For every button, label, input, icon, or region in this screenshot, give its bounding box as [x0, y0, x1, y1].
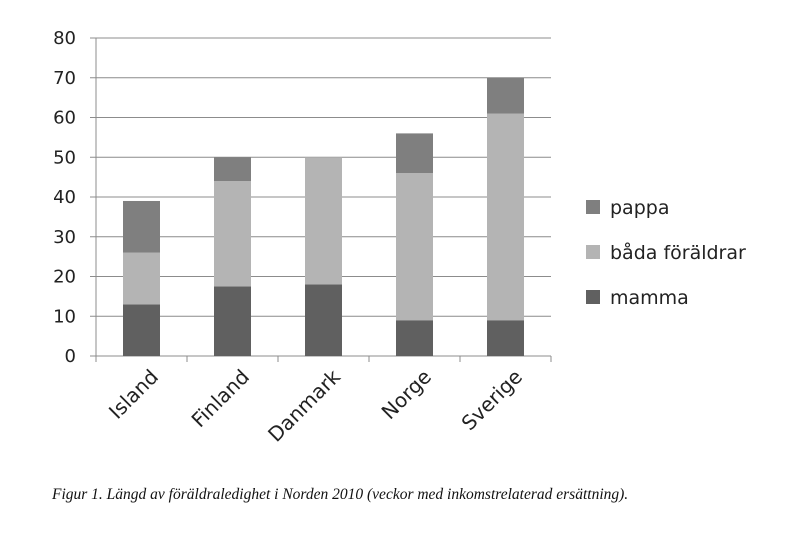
y-tick-label: 30 — [53, 227, 76, 248]
x-category-label: Finland — [187, 365, 255, 433]
bar-norge-båda-föräldrar — [396, 173, 433, 321]
y-axis-ticks: 0 10 20 30 40 50 60 70 80 — [53, 28, 76, 367]
x-axis-labels: Island Finland Danmark Norge Sverige — [104, 364, 527, 446]
bar-sverige-pappa — [487, 77, 524, 114]
x-category-label: Island — [104, 365, 163, 424]
bar-finland-båda-föräldrar — [214, 181, 251, 287]
legend-label: mamma — [610, 287, 689, 309]
stacked-bar-chart: 0 10 20 30 40 50 60 70 80 Island Finland Danmark No… — [53, 28, 746, 447]
bar-island-båda-föräldrar — [123, 252, 160, 305]
legend-swatch — [586, 200, 600, 214]
bars — [123, 77, 524, 356]
y-tick-label: 20 — [53, 267, 76, 288]
bar-finland-mamma — [214, 286, 251, 356]
bar-danmark-båda-föräldrar — [305, 157, 342, 285]
legend-swatch — [586, 245, 600, 259]
legend-label: pappa — [610, 197, 669, 219]
bar-island-mamma — [123, 304, 160, 356]
y-tick-label: 10 — [53, 306, 76, 327]
x-category-label: Danmark — [263, 364, 345, 446]
y-tick-label: 40 — [53, 187, 76, 208]
y-tick-label: 80 — [53, 28, 76, 49]
bar-sverige-båda-föräldrar — [487, 113, 524, 321]
bar-finland-pappa — [214, 157, 251, 182]
bar-norge-pappa — [396, 133, 433, 174]
legend: pappa båda föräldrar mamma — [586, 197, 746, 309]
y-tick-label: 70 — [53, 68, 76, 89]
y-tick-label: 60 — [53, 108, 76, 129]
bar-sverige-mamma — [487, 320, 524, 356]
bar-danmark-mamma — [305, 284, 342, 356]
y-tick-label: 50 — [53, 147, 76, 168]
bar-island-pappa — [123, 200, 160, 253]
y-tick-label: 0 — [65, 346, 76, 367]
bar-norge-mamma — [396, 320, 433, 356]
legend-label: båda föräldrar — [610, 241, 746, 264]
x-category-label: Sverige — [457, 365, 527, 435]
figure-caption: Figur 1. Längd av föräldraledighet i Nor… — [52, 486, 629, 503]
x-category-label: Norge — [377, 365, 436, 424]
legend-swatch — [586, 290, 600, 304]
